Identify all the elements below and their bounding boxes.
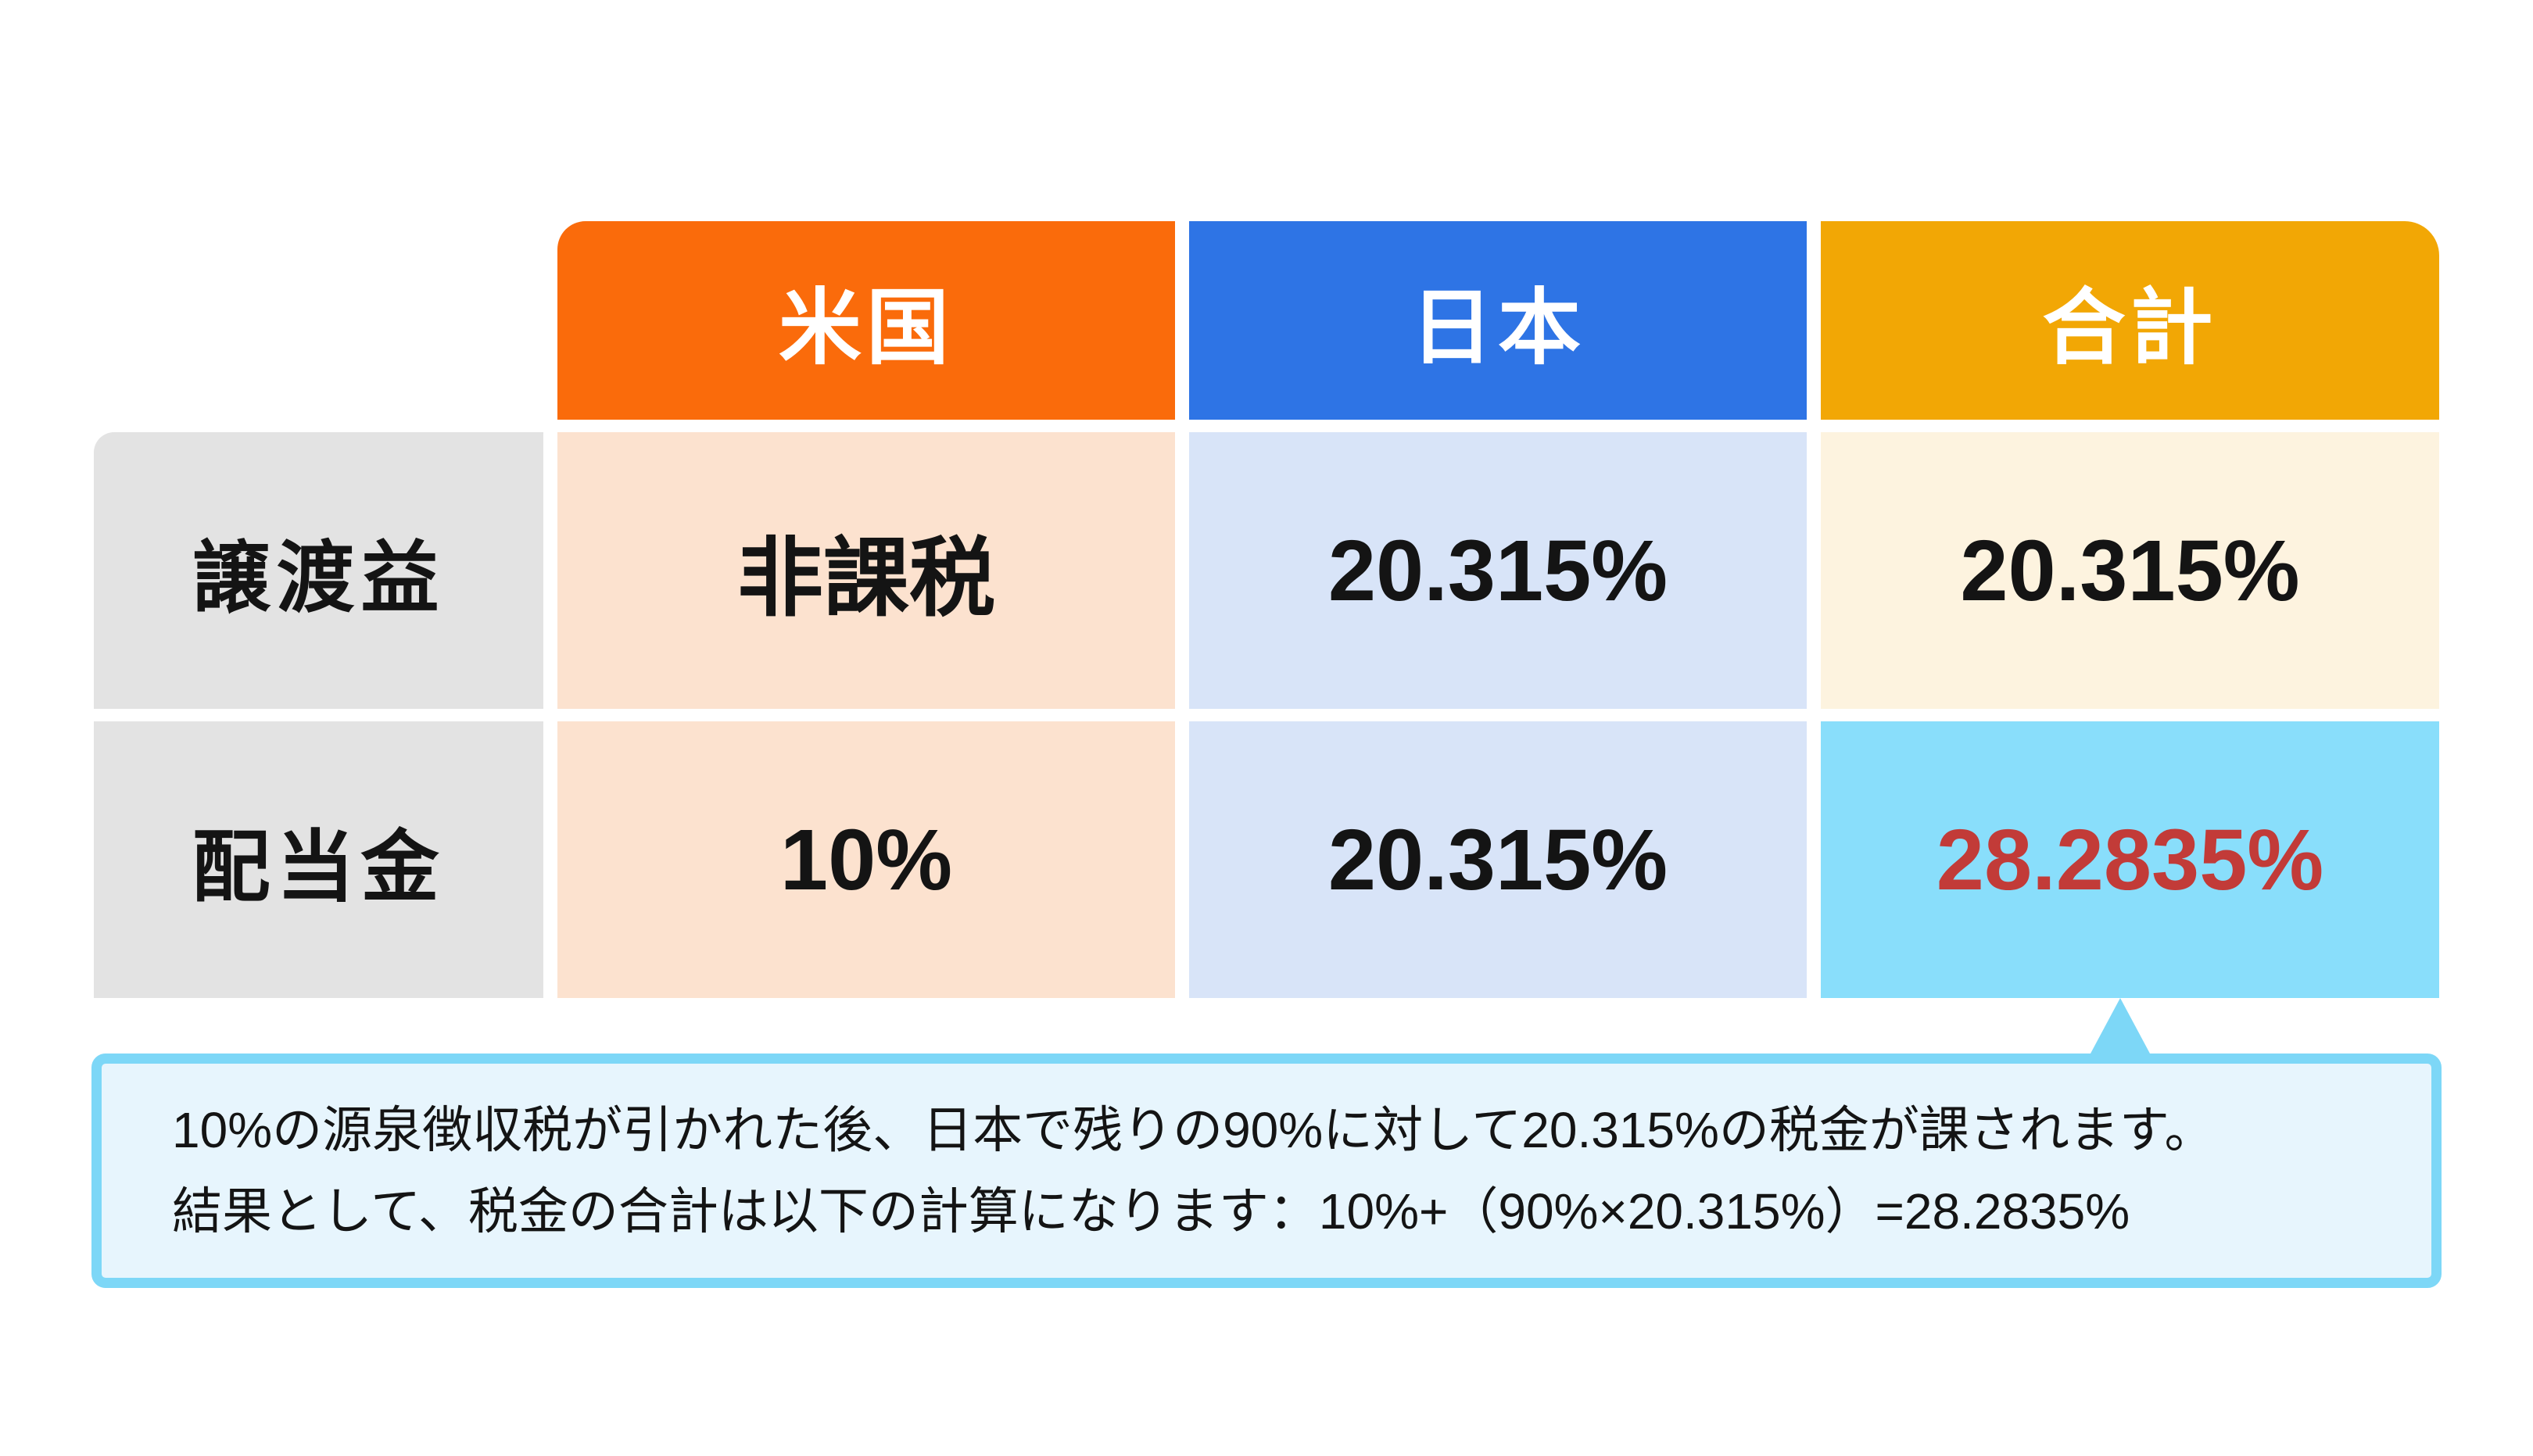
cell-dividends-japan: 20.315% bbox=[1189, 721, 1807, 998]
column-header-us-label: 米国 bbox=[779, 282, 954, 374]
callout-pointer-triangle-icon bbox=[2091, 998, 2150, 1054]
explanation-note-box: 10%の源泉徴収税が引かれた後、日本で残りの90%に対して20.315%の税金が… bbox=[91, 1054, 2442, 1288]
cell-dividends-us: 10% bbox=[557, 721, 1175, 998]
column-header-total: 合計 bbox=[1821, 221, 2439, 420]
cell-capital-gains-us-value: 非課税 bbox=[737, 531, 995, 627]
note-line-2: 結果として、税金の合計は以下の計算になります：10%+（90%×20.315%）… bbox=[172, 1183, 2130, 1240]
cell-capital-gains-japan: 20.315% bbox=[1189, 432, 1807, 709]
cell-capital-gains-total: 20.315% bbox=[1821, 432, 2439, 709]
tax-comparison-table: 米国 日本 合計 譲渡益 非課税 20.315% 20.315% 配当金 10%… bbox=[94, 221, 2439, 998]
row-label-dividends-text: 配当金 bbox=[192, 823, 446, 911]
column-header-japan: 日本 bbox=[1189, 221, 1807, 420]
column-header-total-label: 合計 bbox=[2042, 282, 2218, 374]
row-label-capital-gains: 譲渡益 bbox=[94, 432, 543, 709]
note-line-1: 10%の源泉徴収税が引かれた後、日本で残りの90%に対して20.315%の税金が… bbox=[172, 1102, 2215, 1158]
cell-dividends-total-value: 28.2835% bbox=[1936, 811, 2324, 908]
row-label-dividends: 配当金 bbox=[94, 721, 543, 998]
cell-dividends-total-highlighted: 28.2835% bbox=[1821, 721, 2439, 998]
cell-dividends-japan-value: 20.315% bbox=[1327, 811, 1668, 908]
column-header-us: 米国 bbox=[557, 221, 1175, 420]
header-spacer bbox=[94, 221, 543, 420]
row-label-capital-gains-text: 譲渡益 bbox=[192, 534, 446, 622]
cell-dividends-us-value: 10% bbox=[779, 811, 953, 908]
cell-capital-gains-total-value: 20.315% bbox=[1960, 522, 2300, 619]
column-header-japan-label: 日本 bbox=[1410, 282, 1585, 374]
cell-capital-gains-us: 非課税 bbox=[557, 432, 1175, 709]
cell-capital-gains-japan-value: 20.315% bbox=[1327, 522, 1668, 619]
